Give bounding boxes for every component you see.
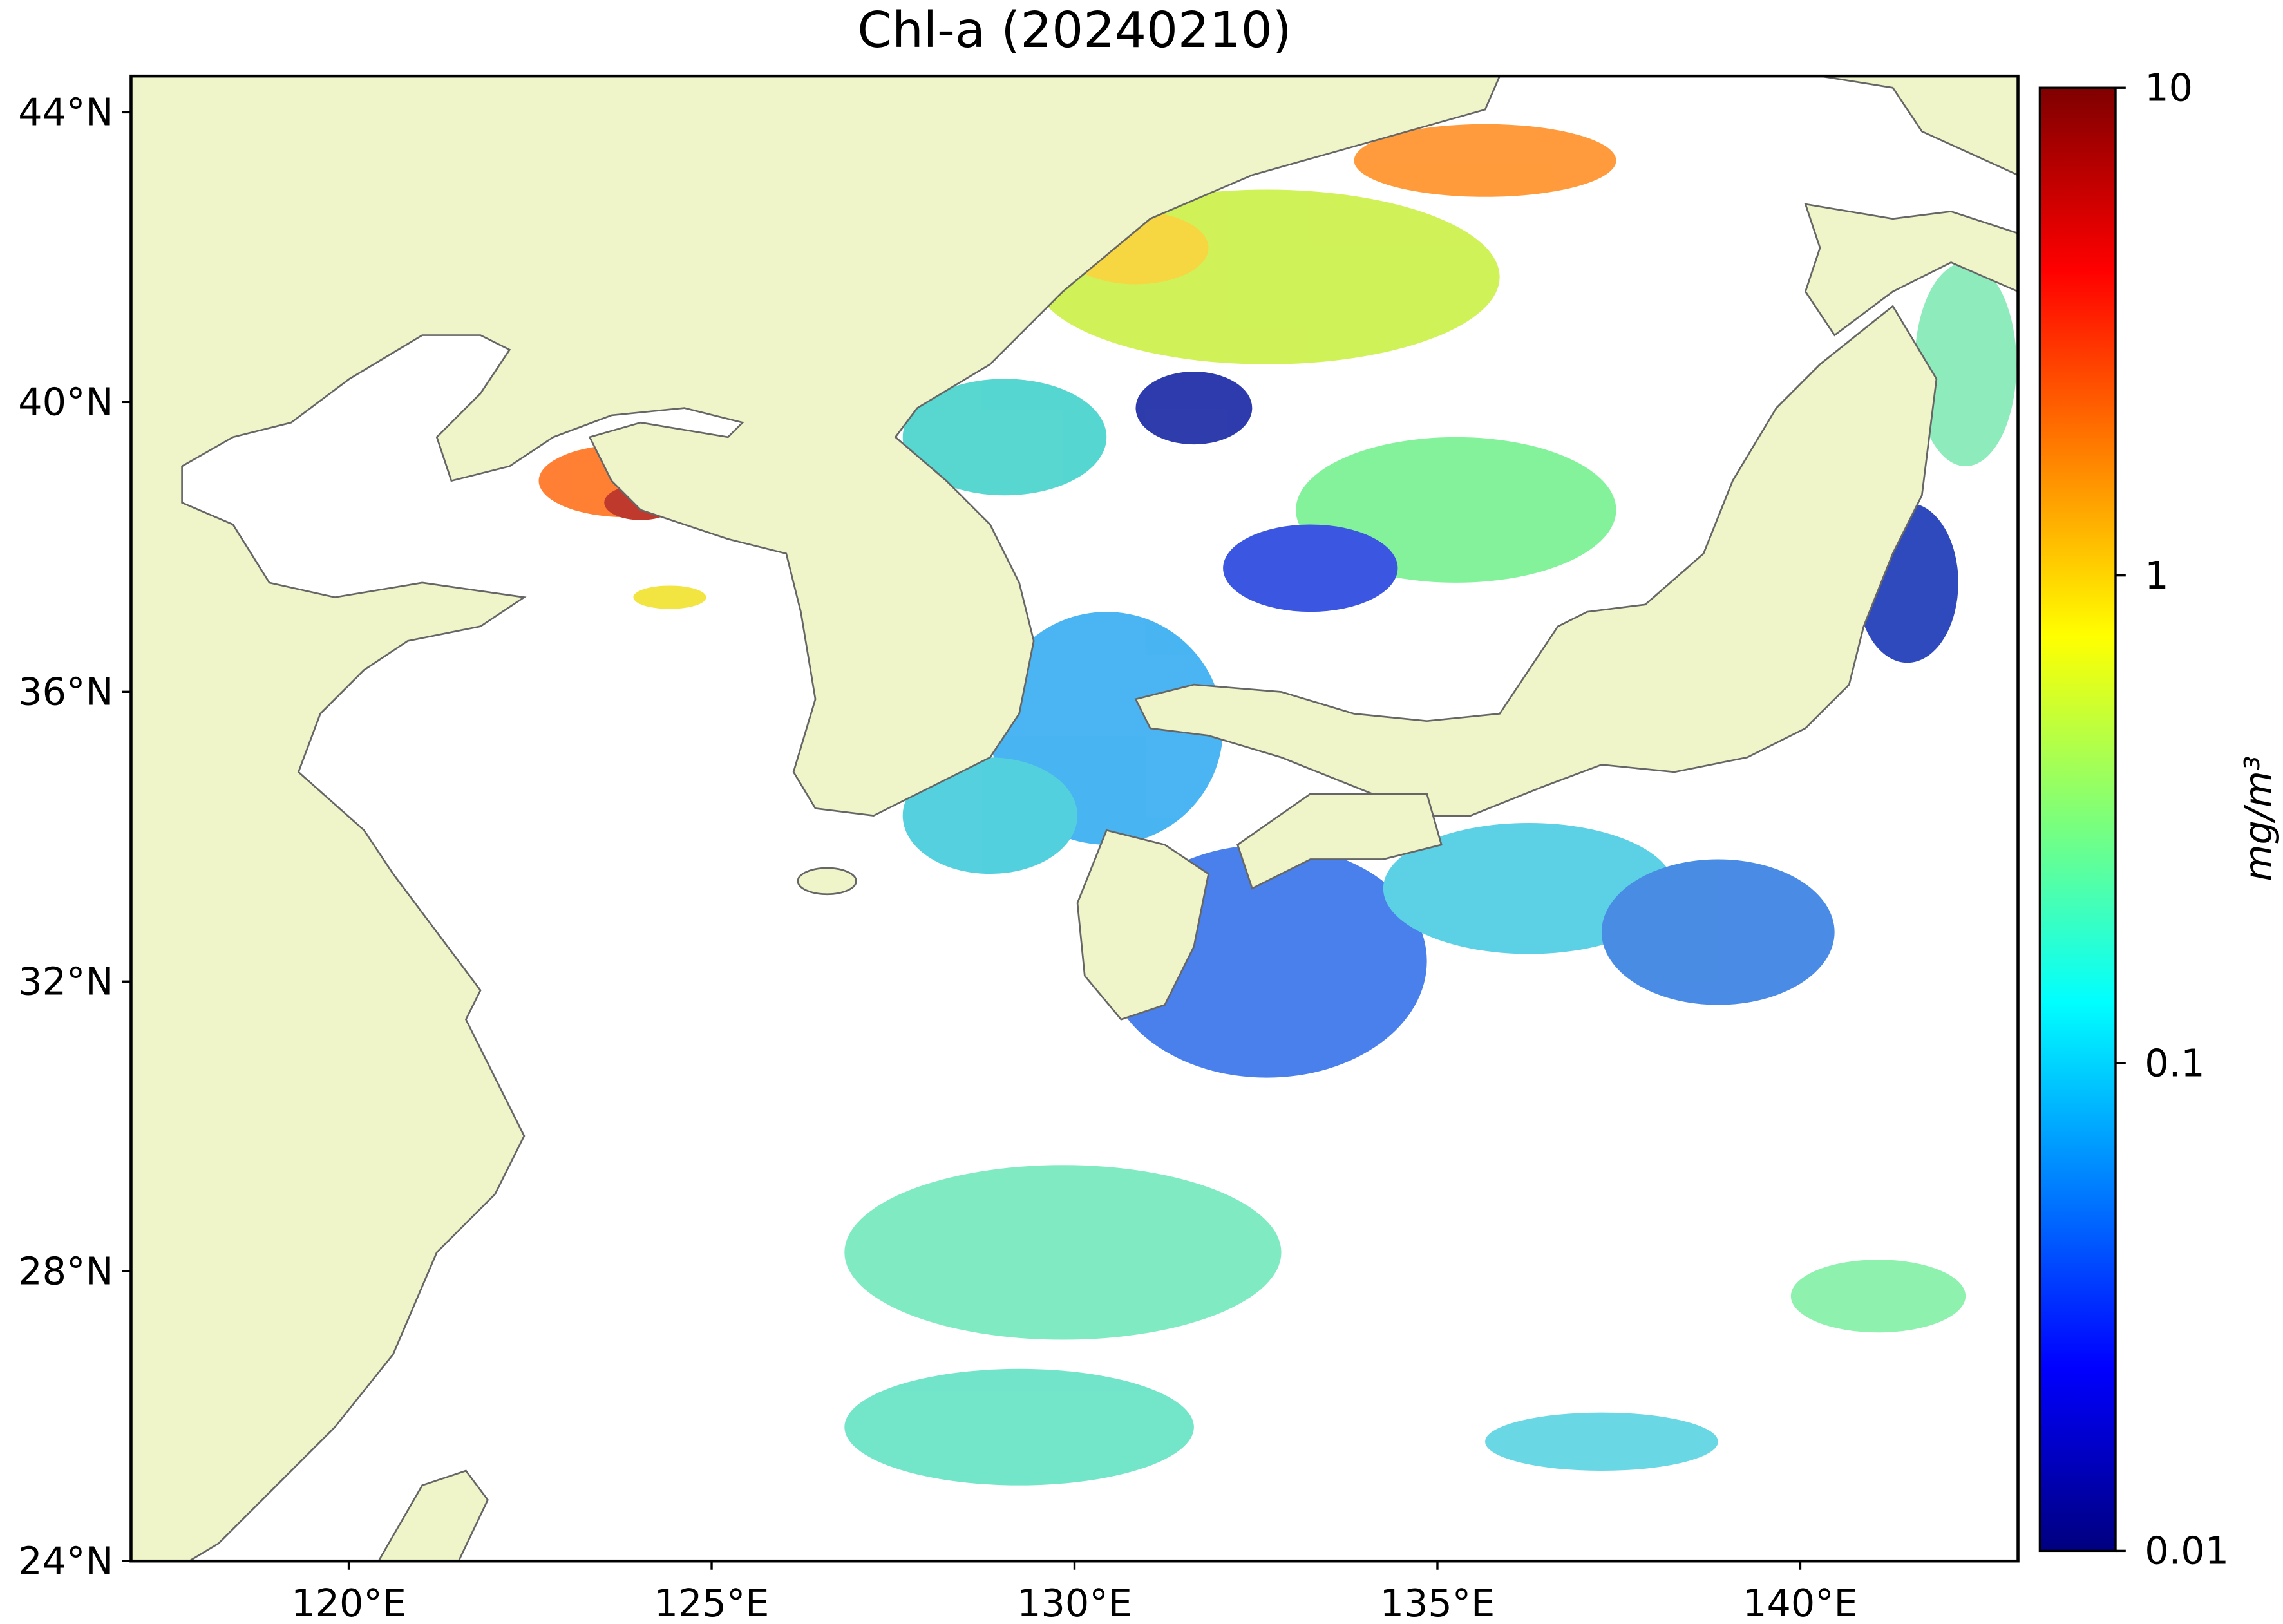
x-tick-label: 120°E: [291, 1581, 406, 1624]
map-layer: [131, 76, 2018, 1562]
colorbar: [2038, 86, 2117, 1553]
colorbar-tick-label: 0.01: [2145, 1529, 2229, 1573]
y-tick-label: 28°N: [18, 1249, 113, 1294]
x-tick-label: 125°E: [654, 1581, 770, 1624]
jeju: [797, 867, 857, 896]
colorbar-label: mg/m³: [2236, 756, 2280, 882]
y-tick-label: 36°N: [18, 670, 113, 714]
y-tick-label: 24°N: [18, 1539, 113, 1583]
x-tick-label: 140°E: [1743, 1581, 1858, 1624]
colorbar-tick-label: 0.1: [2145, 1041, 2204, 1085]
taiwan: [377, 1469, 489, 1562]
y-tick-label: 40°N: [18, 380, 113, 424]
hokkaido: [1804, 203, 2018, 337]
y-tick-label: 32°N: [18, 959, 113, 1004]
sakhalin-coast: [1499, 76, 2018, 176]
chart-title: Chl-a (20240210): [857, 2, 1291, 59]
land: [131, 76, 2018, 1562]
honshu: [1134, 305, 1938, 817]
shikoku: [1236, 793, 1443, 890]
x-tick-label: 130°E: [1017, 1581, 1132, 1624]
y-tick-label: 44°N: [18, 90, 113, 135]
x-tick-label: 135°E: [1380, 1581, 1495, 1624]
kyushu: [1076, 829, 1210, 1021]
mainland: [131, 76, 1501, 1562]
colorbar-tick-label: 10: [2145, 66, 2193, 110]
colorbar-tick-label: 1: [2145, 553, 2168, 598]
